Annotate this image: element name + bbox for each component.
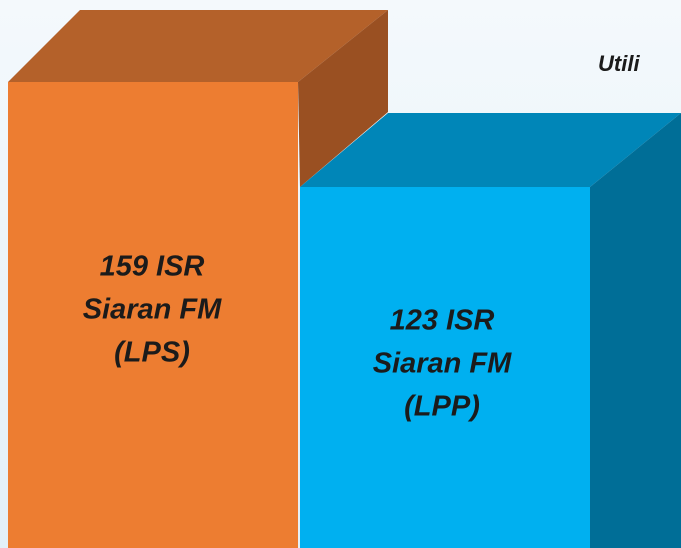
box-label: 123 ISR xyxy=(390,305,495,337)
box-front xyxy=(300,187,590,548)
box-label: 159 ISR xyxy=(100,251,205,283)
box-label: Siaran FM xyxy=(83,294,222,326)
box-label: (LPS) xyxy=(114,337,190,369)
box-label: (LPP) xyxy=(404,391,480,423)
blue-box xyxy=(300,113,681,548)
orange-box xyxy=(8,10,388,548)
box-side xyxy=(298,10,388,187)
header-text: Utili xyxy=(598,51,640,76)
box-side xyxy=(590,113,681,548)
box-front xyxy=(8,82,298,548)
box-label: Siaran FM xyxy=(373,348,512,380)
box-top xyxy=(8,10,388,82)
box-top xyxy=(300,113,681,187)
